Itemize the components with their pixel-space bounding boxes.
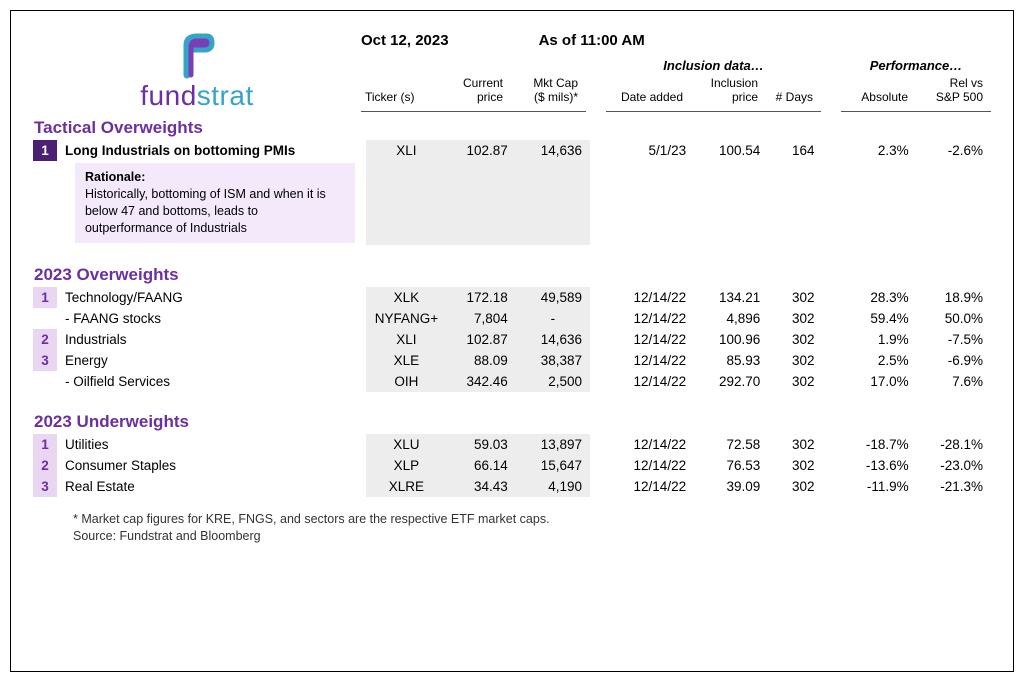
rationale-title: Rationale: <box>85 169 345 186</box>
row-num: 1 <box>33 287 57 308</box>
report-date: Oct 12, 2023 <box>361 32 449 49</box>
row-num: 1 <box>33 140 57 161</box>
performance-group-header: Performance… <box>841 57 991 75</box>
row-abs: 2.3% <box>842 140 916 161</box>
row-date: 5/1/23 <box>610 140 694 161</box>
group-header-row: Inclusion data… Performance… <box>361 57 991 75</box>
rationale-row: Rationale: Historically, bottoming of IS… <box>33 161 991 245</box>
report-page: fundstrat Oct 12, 2023 As of 11:00 AM In… <box>10 10 1014 672</box>
footnote-line1: * Market cap figures for KRE, FNGS, and … <box>73 511 991 529</box>
logo-block: fundstrat <box>33 31 361 112</box>
header-table: Inclusion data… Performance… Ticker (s) … <box>361 57 991 112</box>
col-rel: Rel vs S&P 500 <box>916 75 991 111</box>
section-underweights-title: 2023 Underweights <box>33 406 991 434</box>
section-overweights-title: 2023 Overweights <box>33 259 991 287</box>
table-row: 2 Industrials XLI 102.87 14,636 12/14/22… <box>33 329 991 350</box>
row-price: 102.87 <box>446 140 515 161</box>
row-mcap: 14,636 <box>516 140 590 161</box>
logo-text: fundstrat <box>33 80 361 112</box>
col-price: Current price <box>441 75 511 111</box>
logo-strat: strat <box>197 80 254 111</box>
section-tactical-title: Tactical Overweights <box>33 112 991 140</box>
column-header-row: Ticker (s) Current price Mkt Cap ($ mils… <box>361 75 991 111</box>
table-row: 2 Consumer Staples XLP 66.14 15,647 12/1… <box>33 455 991 476</box>
data-table: Tactical Overweights 1 Long Industrials … <box>33 112 991 497</box>
logo-fund: fund <box>140 80 197 111</box>
inclusion-group-header: Inclusion data… <box>606 57 821 75</box>
top-bar: fundstrat Oct 12, 2023 As of 11:00 AM In… <box>33 31 991 112</box>
row-name: Long Industrials on bottoming PMIs <box>57 140 366 161</box>
footnote-line2: Source: Fundstrat and Bloomberg <box>73 528 991 546</box>
date-line: Oct 12, 2023 As of 11:00 AM <box>361 32 991 49</box>
row-days: 164 <box>768 140 822 161</box>
col-days: # Days <box>766 75 821 111</box>
table-row: - Oilfield Services OIH 342.46 2,500 12/… <box>33 371 991 392</box>
row-name: Technology/FAANG <box>57 287 366 308</box>
row-iprice: 100.54 <box>694 140 768 161</box>
col-incl-price: Inclusion price <box>691 75 766 111</box>
rationale-text: Historically, bottoming of ISM and when … <box>85 186 345 237</box>
rationale-box: Rationale: Historically, bottoming of IS… <box>75 163 355 243</box>
table-row: 3 Real Estate XLRE 34.43 4,190 12/14/22 … <box>33 476 991 497</box>
row-ticker: XLK <box>366 287 446 308</box>
footnote: * Market cap figures for KRE, FNGS, and … <box>33 497 991 546</box>
row-ticker: XLI <box>366 140 446 161</box>
table-row: - FAANG stocks NYFANG+ 7,804 - 12/14/22 … <box>33 308 991 329</box>
col-ticker: Ticker (s) <box>361 75 441 111</box>
col-date-added: Date added <box>606 75 691 111</box>
fundstrat-logo-icon <box>177 31 217 84</box>
report-asof: As of 11:00 AM <box>539 32 645 49</box>
row-rel: -2.6% <box>917 140 991 161</box>
col-mcap: Mkt Cap ($ mils)* <box>511 75 586 111</box>
col-absolute: Absolute <box>841 75 916 111</box>
table-row: 1 Utilities XLU 59.03 13,897 12/14/22 72… <box>33 434 991 455</box>
table-row: 3 Energy XLE 88.09 38,387 12/14/22 85.93… <box>33 350 991 371</box>
row-name: - FAANG stocks <box>57 308 366 329</box>
table-row: 1 Long Industrials on bottoming PMIs XLI… <box>33 140 991 161</box>
table-row: 1 Technology/FAANG XLK 172.18 49,589 12/… <box>33 287 991 308</box>
